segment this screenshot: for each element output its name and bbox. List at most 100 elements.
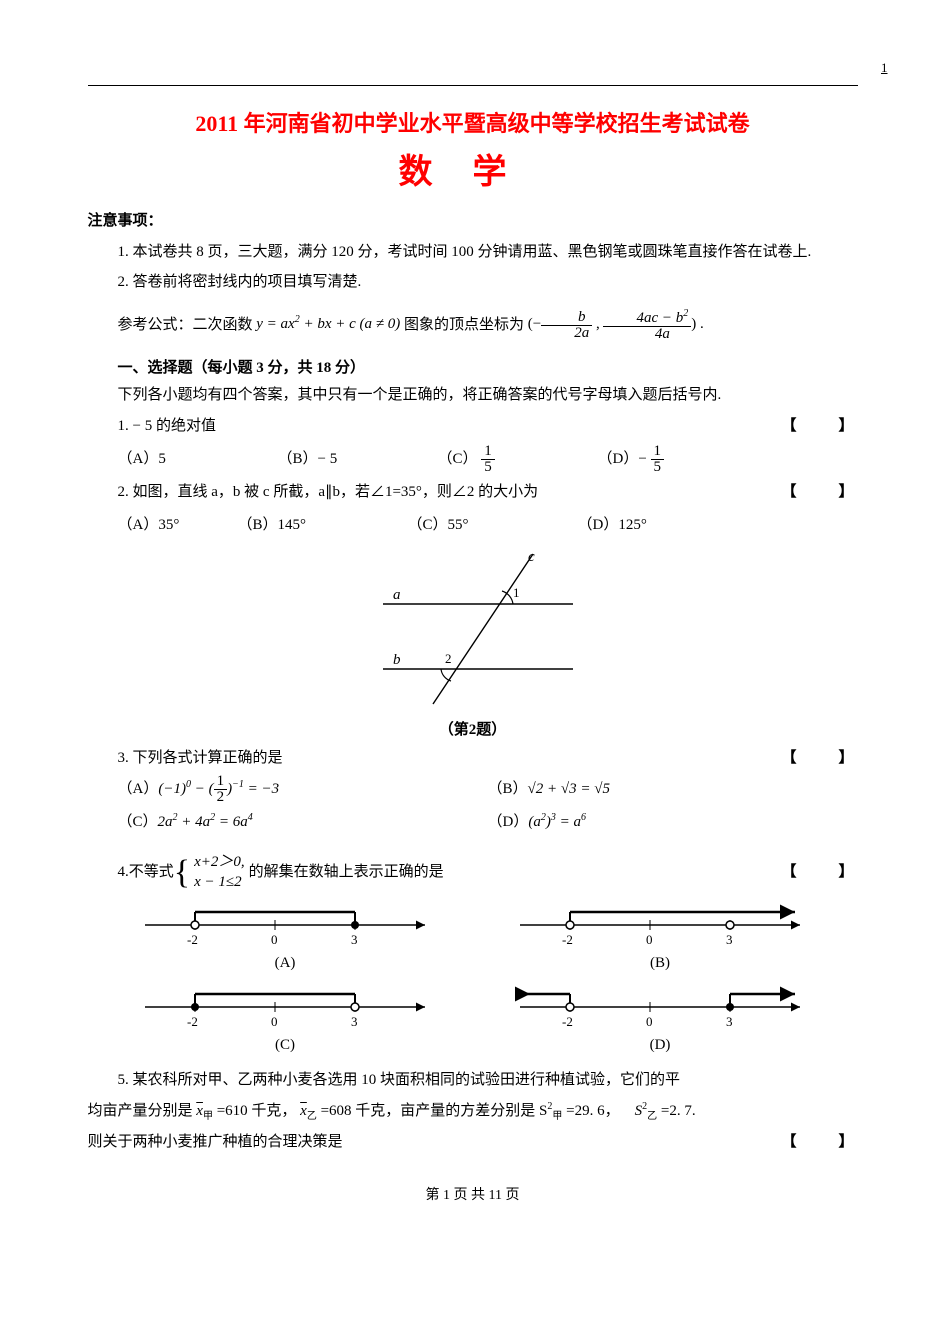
svg-text:1: 1 [513, 585, 520, 600]
q5-l3: 则关于两种小麦推广种植的合理决策是 [88, 1134, 343, 1150]
formula-mid: 图象的顶点坐标为 [404, 316, 528, 332]
q1-options: （A）5 （B）− 5 （C） 15 （D）− 15 [88, 441, 858, 477]
q5-s1v: =29. 6， [566, 1103, 619, 1119]
q3-row2: （C）2a2 + 4a2 = 6a4 （D）(a2)3 = a6 [88, 806, 858, 839]
answer-bracket: 【 】 [781, 862, 857, 883]
q2-figure: c a b 1 2 （第2题） [363, 549, 583, 739]
svg-text:0: 0 [646, 1014, 653, 1029]
q3-opt-a: （A）(−1)0 − (12)−1 = −3 [118, 773, 488, 806]
svg-text:c: c [528, 549, 535, 565]
q4-pre: 4.不等式 [118, 862, 174, 883]
svg-text:-2: -2 [187, 932, 198, 947]
svg-text:-2: -2 [187, 1014, 198, 1029]
q2-caption: （第2题） [363, 718, 583, 739]
svg-text:3: 3 [351, 932, 358, 947]
q1-stem: 1. − 5 的绝对值 【 】 [88, 411, 858, 441]
svg-text:0: 0 [646, 932, 653, 947]
q3-opt-d: （D）(a2)3 = a6 [488, 806, 858, 839]
q5-l2a: 均亩产量分别是 [88, 1103, 197, 1119]
svg-text:3: 3 [726, 1014, 733, 1029]
svg-text:-2: -2 [562, 1014, 573, 1029]
svg-text:b: b [393, 652, 401, 668]
q1-opt-b: （B）− 5 [278, 441, 438, 477]
q5-x2: x [300, 1103, 307, 1119]
q1-opt-c: （C） 15 [438, 441, 598, 477]
brace-icon: { [174, 856, 190, 890]
q5-s1sub: 甲 [552, 1111, 562, 1122]
notice-head: 注意事项： [88, 207, 858, 236]
q2-options: （A）35° （B）145° （C）55° （D）125° [88, 507, 858, 543]
q5-line3: 则关于两种小麦推广种植的合理决策是 【 】 [88, 1128, 858, 1157]
q2-opt-c: （C）55° [408, 507, 578, 543]
answer-bracket: 【 】 [751, 477, 857, 507]
q1-stem-text: 1. − 5 的绝对值 [118, 418, 216, 434]
formula-line: 参考公式：二次函数 y = ax2 + bx + c (a ≠ 0) 图象的顶点… [88, 309, 858, 342]
q4-sys1: x+2＞0, [194, 853, 245, 873]
q2-opt-d: （D）125° [578, 507, 698, 543]
q4-post: 的解集在数轴上表示正确的是 [249, 862, 444, 883]
q2-stem: 2. 如图，直线 a，b 被 c 所截，a∥b，若∠1=35°，则∠2 的大小为… [88, 477, 858, 507]
q5-s2: S [635, 1103, 643, 1119]
q5-v1: =610 千克， [217, 1103, 297, 1119]
q2-stem-text: 2. 如图，直线 a，b 被 c 所截，a∥b，若∠1=35°，则∠2 的大小为 [118, 484, 539, 500]
q5-x1: x [196, 1103, 203, 1119]
q5-line1: 5. 某农科所对甲、乙两种小麦各选用 10 块面积相同的试验田进行种植试验，它们… [88, 1066, 858, 1095]
q2-svg: c a b 1 2 [363, 549, 583, 709]
title-main: 2011 年河南省初中学业水平暨高级中等学校招生考试试卷 [88, 106, 858, 138]
q5-sub1: 甲 [203, 1111, 213, 1122]
q5-line2: 均亩产量分别是 x甲 =610 千克， x乙 =608 千克，亩产量的方差分别是… [88, 1097, 858, 1126]
page: 1 2011 年河南省初中学业水平暨高级中等学校招生考试试卷 数学 注意事项： … [88, 0, 858, 1234]
q4-options-grid: -2 0 3 (A) -2 0 3 [88, 900, 858, 1054]
section-1-head: 一、选择题（每小题 3 分，共 18 分） [88, 356, 858, 377]
q1-opt-d: （D）− 15 [598, 441, 758, 477]
q4-label-d: (D) [493, 1037, 828, 1054]
svg-text:a: a [393, 587, 401, 603]
svg-text:3: 3 [351, 1014, 358, 1029]
q2-opt-a: （A）35° [118, 507, 238, 543]
svg-text:0: 0 [271, 1014, 278, 1029]
q5-s2sub: 乙 [647, 1111, 657, 1122]
q1-d-frac: 15 [651, 444, 665, 475]
q4-opt-b: -2 0 3 (B) [493, 900, 828, 972]
q1-d-pre: （D）− [598, 451, 647, 467]
svg-text:0: 0 [271, 932, 278, 947]
q3-stem: 3. 下列各式计算正确的是 【 】 [88, 743, 858, 773]
answer-bracket: 【 】 [751, 743, 857, 773]
page-footer: 第 1 页 共 11 页 [88, 1184, 858, 1204]
title-subject: 数学 [88, 144, 858, 193]
page-number-top: 1 [881, 60, 888, 76]
q5-v2: =608 千克，亩产量的方差分别是 S [321, 1103, 548, 1119]
q4-system: x+2＞0, x − 1≤2 [190, 853, 249, 892]
q4-label-a: (A) [118, 955, 453, 972]
q4-label-b: (B) [493, 955, 828, 972]
q4-label-c: (C) [118, 1037, 453, 1054]
answer-bracket: 【 】 [781, 1128, 857, 1157]
numline-d: -2 0 3 [510, 982, 810, 1032]
svg-text:-2: -2 [562, 932, 573, 947]
q1-opt-a: （A）5 [118, 441, 278, 477]
q1-c-pre: （C） [438, 451, 478, 467]
numline-a: -2 0 3 [135, 900, 435, 950]
svg-text:3: 3 [726, 932, 733, 947]
svg-text:2: 2 [445, 651, 452, 666]
section-1-intro: 下列各小题均有四个答案，其中只有一个是正确的，将正确答案的代号字母填入题后括号内… [88, 381, 858, 410]
q4-sys2: x − 1≤2 [194, 873, 245, 893]
formula-vertex: (−b2a , 4ac − b24a) . [528, 316, 704, 332]
q3-opt-b: （B）√2 + √3 = √5 [488, 773, 858, 806]
answer-bracket: 【 】 [751, 411, 857, 441]
q4-opt-c: -2 0 3 (C) [118, 982, 453, 1054]
q4-opt-a: -2 0 3 (A) [118, 900, 453, 972]
q1-c-frac: 15 [481, 444, 495, 475]
q3-row1: （A）(−1)0 − (12)−1 = −3 （B）√2 + √3 = √5 [88, 773, 858, 806]
notice-2: 2. 答卷前将密封线内的项目填写清楚. [88, 268, 858, 297]
q3-stem-text: 3. 下列各式计算正确的是 [118, 750, 283, 766]
formula-label: 参考公式：二次函数 [118, 316, 257, 332]
q4-opt-d: -2 0 3 (D) [493, 982, 828, 1054]
q5-sub2: 乙 [307, 1111, 317, 1122]
numline-c: -2 0 3 [135, 982, 435, 1032]
notice-1: 1. 本试卷共 8 页，三大题，满分 120 分，考试时间 100 分钟请用蓝、… [88, 238, 858, 267]
numline-b: -2 0 3 [510, 900, 810, 950]
top-rule [88, 85, 858, 86]
q4-stem: 4.不等式 { x+2＞0, x − 1≤2 的解集在数轴上表示正确的是 【 】 [88, 853, 858, 892]
q5-s2v: =2. 7. [661, 1103, 696, 1119]
